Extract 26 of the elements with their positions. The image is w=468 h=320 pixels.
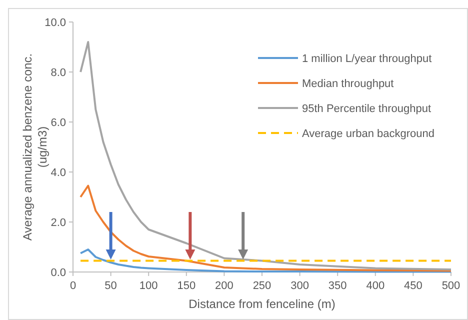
x-tick-label: 50 bbox=[104, 280, 117, 292]
legend-label: Average urban background bbox=[302, 128, 435, 140]
x-tick-label: 450 bbox=[404, 280, 422, 292]
line-series bbox=[80, 248, 452, 273]
x-tick-label: 150 bbox=[177, 280, 196, 292]
x-tick-label: 100 bbox=[139, 280, 158, 292]
legend-label: 95th Percentile throughput bbox=[302, 102, 432, 115]
x-axis-title: Distance from fenceline (m) bbox=[188, 297, 336, 311]
x-tick-label: 200 bbox=[215, 280, 234, 292]
line-series bbox=[80, 184, 452, 272]
y-tick-label: 4.0 bbox=[50, 166, 66, 179]
y-tick-label: 2.0 bbox=[50, 216, 66, 229]
y-tick-label: 6.0 bbox=[50, 116, 66, 129]
legend-label: Median throughput bbox=[302, 78, 394, 90]
y-tick-label: 8.0 bbox=[50, 66, 66, 79]
y-axis-title: Average annualized benzene conc. (ug/m3) bbox=[20, 53, 50, 241]
x-tick-label: 250 bbox=[252, 280, 272, 292]
x-tick-label: 350 bbox=[328, 280, 347, 292]
line-series bbox=[80, 41, 452, 270]
y-tick-label: 0.0 bbox=[50, 266, 66, 279]
x-tick-label: 300 bbox=[290, 280, 309, 292]
x-tick-label: 0 bbox=[70, 280, 76, 292]
x-tick-label: 400 bbox=[366, 280, 385, 292]
legend-label: 1 million L/year throughput bbox=[302, 52, 432, 65]
y-tick-label: 10.0 bbox=[44, 16, 66, 29]
x-tick-label: 500 bbox=[442, 280, 460, 292]
